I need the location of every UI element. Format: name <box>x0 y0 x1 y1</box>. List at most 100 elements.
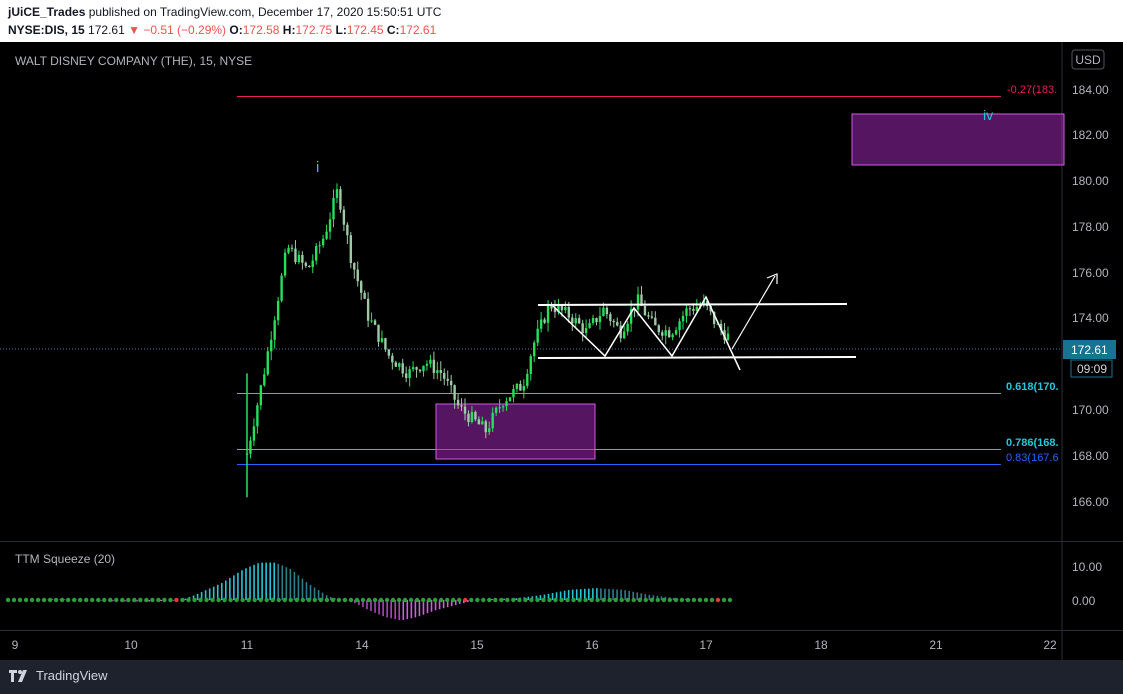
squeeze-dot <box>559 597 564 603</box>
time-tick: 9 <box>12 638 19 652</box>
candle-body <box>726 333 730 340</box>
squeeze-dot <box>192 597 197 603</box>
tradingview-logo[interactable]: TradingView <box>8 668 108 683</box>
price-scale[interactable]: 184.00 182.00 180.00 178.00 176.00 174.0… <box>1072 83 1109 509</box>
resistance-line[interactable] <box>537 303 848 306</box>
candle-body <box>256 405 259 427</box>
squeeze-dot <box>445 597 450 603</box>
candle-body <box>325 231 328 239</box>
squeeze-dot <box>324 597 330 603</box>
squeeze-dot <box>685 597 691 603</box>
candle-body <box>661 332 664 336</box>
squeeze-dot <box>71 597 77 603</box>
squeeze-dot <box>90 597 95 603</box>
candle-body <box>290 247 294 249</box>
candle-body <box>252 426 256 441</box>
squeeze-dot <box>120 597 125 603</box>
squeeze-dot <box>114 597 119 603</box>
indicator-tick: 10.00 <box>1072 560 1102 574</box>
candle-body <box>432 359 436 373</box>
candle-body <box>332 197 335 220</box>
squeeze-dot <box>17 597 23 603</box>
squeeze-dot <box>168 597 173 603</box>
candle-body <box>470 412 474 423</box>
squeeze-dot <box>138 597 143 603</box>
squeeze-dot <box>210 597 215 603</box>
candle-body <box>335 189 339 198</box>
candle-body <box>622 331 626 339</box>
down-arrow-icon: ▼ <box>128 23 140 37</box>
squeeze-dot <box>535 597 540 603</box>
projection-arrow[interactable] <box>731 275 776 350</box>
squeeze-dot <box>667 597 673 603</box>
chart-area[interactable]: WALT DISNEY COMPANY (THE), 15, NYSE USD … <box>0 42 1123 660</box>
candle-body <box>571 317 574 324</box>
squeeze-dot <box>282 597 287 603</box>
wave-label-iv[interactable]: iv <box>983 107 993 123</box>
candle-body <box>574 318 577 324</box>
squeeze-dot <box>408 597 414 603</box>
squeeze-dot <box>553 597 558 603</box>
candle-body <box>519 383 522 391</box>
symbol-label[interactable]: NYSE:DIS, 15 <box>8 23 85 37</box>
demand-zone[interactable] <box>435 403 596 460</box>
squeeze-dot <box>59 597 65 603</box>
candle-body <box>508 397 512 402</box>
candle-body <box>609 314 612 321</box>
candle-body <box>276 300 280 321</box>
candle-body <box>263 374 266 386</box>
squeeze-dot <box>655 597 660 603</box>
candle-body <box>304 262 308 266</box>
candle-body <box>460 405 463 407</box>
candle-body <box>647 315 650 317</box>
fib-level-label: 0.83(167.6 <box>1006 452 1059 464</box>
candle-body <box>484 421 487 433</box>
pattern-drawings[interactable] <box>537 273 857 371</box>
author-name[interactable]: jUiCE_Trades <box>8 5 86 19</box>
squeeze-dot <box>180 597 185 603</box>
squeeze-dot <box>342 597 348 603</box>
candle-body <box>481 421 484 425</box>
squeeze-dot <box>487 597 492 603</box>
squeeze-dot <box>661 597 667 603</box>
fib-levels: -0.27(183. 0.618(170. 0.786(168. 0.83(16… <box>237 84 1059 465</box>
candle-body <box>425 363 429 366</box>
candle-body <box>678 321 681 331</box>
candle-body <box>533 342 536 357</box>
time-scale[interactable]: 9 10 11 14 15 16 17 18 21 22 <box>12 638 1057 652</box>
squeeze-dot <box>727 597 733 603</box>
time-tick: 10 <box>124 638 138 652</box>
squeeze-dot <box>619 597 624 603</box>
squeeze-dot <box>384 597 390 603</box>
wave-label-i[interactable]: i <box>316 159 319 176</box>
currency-badge[interactable] <box>1071 49 1105 70</box>
squeeze-dot <box>23 597 29 603</box>
squeeze-dot <box>709 597 715 603</box>
squeeze-dot <box>511 597 516 603</box>
time-tick: 14 <box>355 638 369 652</box>
squeeze-dot <box>234 597 239 603</box>
time-tick: 21 <box>929 638 943 652</box>
support-line[interactable] <box>537 356 857 359</box>
candle-body <box>297 254 301 263</box>
target-zone[interactable] <box>851 113 1065 166</box>
candle-body <box>398 363 401 367</box>
low-label: L: <box>335 23 347 37</box>
candle-body <box>366 298 370 321</box>
last-price: 172.61 <box>88 23 125 37</box>
squeeze-dot <box>439 597 444 603</box>
zigzag-line[interactable] <box>552 295 741 371</box>
candle-body <box>664 330 667 336</box>
candle-body <box>553 308 557 313</box>
close-value: 172.61 <box>399 23 437 37</box>
bar-countdown-label: 09:09 <box>1077 362 1107 376</box>
candle-body <box>283 252 287 276</box>
indicator-title[interactable]: TTM Squeeze (20) <box>15 552 115 566</box>
squeeze-dot <box>336 597 342 603</box>
time-tick: 22 <box>1043 638 1057 652</box>
candle-body <box>657 325 660 333</box>
squeeze-dot <box>673 597 679 603</box>
squeeze-dot <box>144 597 149 603</box>
squeeze-dot <box>186 597 191 603</box>
candle-body <box>408 369 411 378</box>
